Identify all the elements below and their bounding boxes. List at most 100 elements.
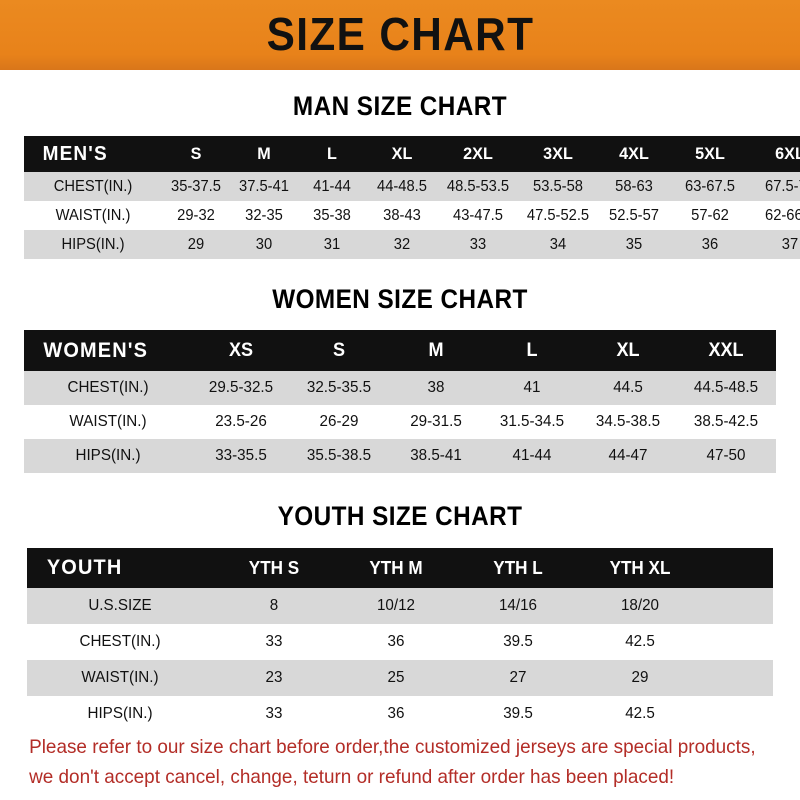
cell: 44-48.5 [377, 177, 427, 195]
table-row: CHEST(IN.) 35-37.5 37.5-41 41-44 44-48.5… [24, 172, 800, 201]
men-size-header: 2XL [463, 144, 493, 163]
cell: 35 [625, 235, 643, 253]
cell: 44.5-48.5 [693, 379, 759, 396]
women-header-row: WOMEN'S XS S M L XL XXL [24, 330, 776, 371]
women-size-header: L [526, 339, 538, 361]
youth-size-table: YOUTH YTH S YTH M YTH L YTH XL U.S.SIZE … [27, 548, 773, 732]
cell: 41-44 [313, 177, 351, 195]
footer-line-1: Please refer to our size chart before or… [29, 736, 756, 758]
cell: 26-29 [319, 413, 359, 430]
youth-category-label: YOUTH [46, 556, 123, 579]
row-label: HIPS(IN.) [87, 705, 153, 722]
men-size-header: 4XL [619, 144, 649, 163]
row-label: CHEST(IN.) [53, 177, 133, 195]
cell: 33 [265, 705, 283, 722]
cell-spacer [703, 624, 771, 660]
footer-line-2: we don't accept cancel, change, teturn o… [29, 766, 675, 789]
youth-size-header: YTH L [493, 557, 543, 578]
cell: 32 [393, 235, 411, 253]
women-size-header: S [332, 339, 346, 361]
row-label: U.S.SIZE [88, 597, 152, 614]
youth-size-header: YTH M [369, 557, 423, 578]
cell: 36 [701, 235, 719, 253]
cell: 29.5-32.5 [208, 379, 274, 396]
table-row: HIPS(IN.) 29 30 31 32 33 34 35 36 37 [24, 230, 800, 259]
men-header-row: MEN'S S M L XL 2XL 3XL 4XL 5XL 6XL [24, 136, 800, 172]
cell: 33 [469, 235, 487, 253]
cell: 47.5-52.5 [526, 206, 590, 224]
table-row: WAIST(IN.) 23 25 27 29 [27, 660, 773, 696]
section-women: WOMEN SIZE CHART WOMEN'S XS S M L XL [0, 259, 800, 473]
cell: 8 [269, 597, 279, 614]
table-row: CHEST(IN.) 29.5-32.5 32.5-35.5 38 41 44.… [24, 371, 776, 405]
cell: 32.5-35.5 [306, 379, 372, 396]
row-label: CHEST(IN.) [67, 379, 149, 396]
youth-header-spacer [703, 548, 771, 588]
row-label: WAIST(IN.) [69, 413, 147, 430]
youth-size-header: YTH XL [609, 557, 671, 578]
women-size-header: XS [228, 339, 254, 361]
page-title: SIZE CHART [266, 8, 534, 60]
cell-spacer [703, 588, 771, 624]
cell: 37 [781, 235, 799, 253]
footer-disclaimer: Please refer to our size chart before or… [0, 732, 776, 800]
women-category-label: WOMEN'S [43, 338, 149, 362]
cell: 34.5-38.5 [595, 413, 661, 430]
men-size-table: MEN'S S M L XL 2XL 3XL 4XL 5XL 6XL CHEST… [24, 136, 800, 259]
cell: 38.5-41 [410, 447, 462, 464]
row-label: CHEST(IN.) [79, 633, 161, 650]
cell: 35.5-38.5 [306, 447, 372, 464]
cell: 47-50 [706, 447, 746, 464]
cell: 39.5 [503, 705, 533, 722]
cell: 29-32 [177, 206, 215, 224]
cell: 42.5 [625, 705, 655, 722]
men-size-header: M [257, 144, 271, 163]
cell: 35-37.5 [171, 177, 221, 195]
table-row: CHEST(IN.) 33 36 39.5 42.5 [27, 624, 773, 660]
row-label: HIPS(IN.) [61, 235, 125, 253]
cell: 23.5-26 [215, 413, 267, 430]
women-size-table: WOMEN'S XS S M L XL XXL CHEST(IN.) 29.5-… [24, 330, 776, 473]
table-row: HIPS(IN.) 33 36 39.5 42.5 [27, 696, 773, 732]
table-row: WAIST(IN.) 29-32 32-35 35-38 38-43 43-47… [24, 201, 800, 230]
cell: 57-62 [691, 206, 729, 224]
cell: 62-66.5 [765, 206, 800, 224]
cell: 10/12 [376, 597, 416, 614]
cell: 63-67.5 [685, 177, 735, 195]
cell: 33-35.5 [215, 447, 267, 464]
cell: 43-47.5 [453, 206, 503, 224]
banner: SIZE CHART [0, 0, 800, 70]
cell: 27 [509, 669, 527, 686]
youth-size-header: YTH S [248, 557, 300, 578]
cell: 33 [265, 633, 283, 650]
cell: 25 [387, 669, 405, 686]
cell: 14/16 [498, 597, 538, 614]
women-size-header: XL [616, 339, 640, 361]
youth-header-row: YOUTH YTH S YTH M YTH L YTH XL [27, 548, 773, 588]
cell: 29 [631, 669, 649, 686]
cell: 29 [187, 235, 205, 253]
cell: 38-43 [383, 206, 421, 224]
cell: 31.5-34.5 [499, 413, 565, 430]
men-size-header: L [327, 144, 337, 163]
cell: 38.5-42.5 [693, 413, 759, 430]
cell: 39.5 [503, 633, 533, 650]
cell: 53.5-58 [533, 177, 583, 195]
women-table-wrapper: WOMEN'S XS S M L XL XXL CHEST(IN.) 29.5-… [24, 330, 776, 473]
cell: 36 [387, 633, 405, 650]
cell: 36 [387, 705, 405, 722]
cell-spacer [703, 660, 771, 696]
cell: 41-44 [512, 447, 552, 464]
men-size-header: 5XL [695, 144, 725, 163]
women-size-header: M [428, 339, 444, 361]
row-label: HIPS(IN.) [75, 447, 141, 464]
cell: 44.5 [613, 379, 643, 396]
men-size-header: 6XL [775, 144, 800, 163]
women-size-header: XXL [708, 339, 744, 361]
cell: 58-63 [615, 177, 653, 195]
cell: 42.5 [625, 633, 655, 650]
cell-spacer [703, 696, 771, 732]
cell: 29-31.5 [410, 413, 462, 430]
cell: 18/20 [620, 597, 660, 614]
